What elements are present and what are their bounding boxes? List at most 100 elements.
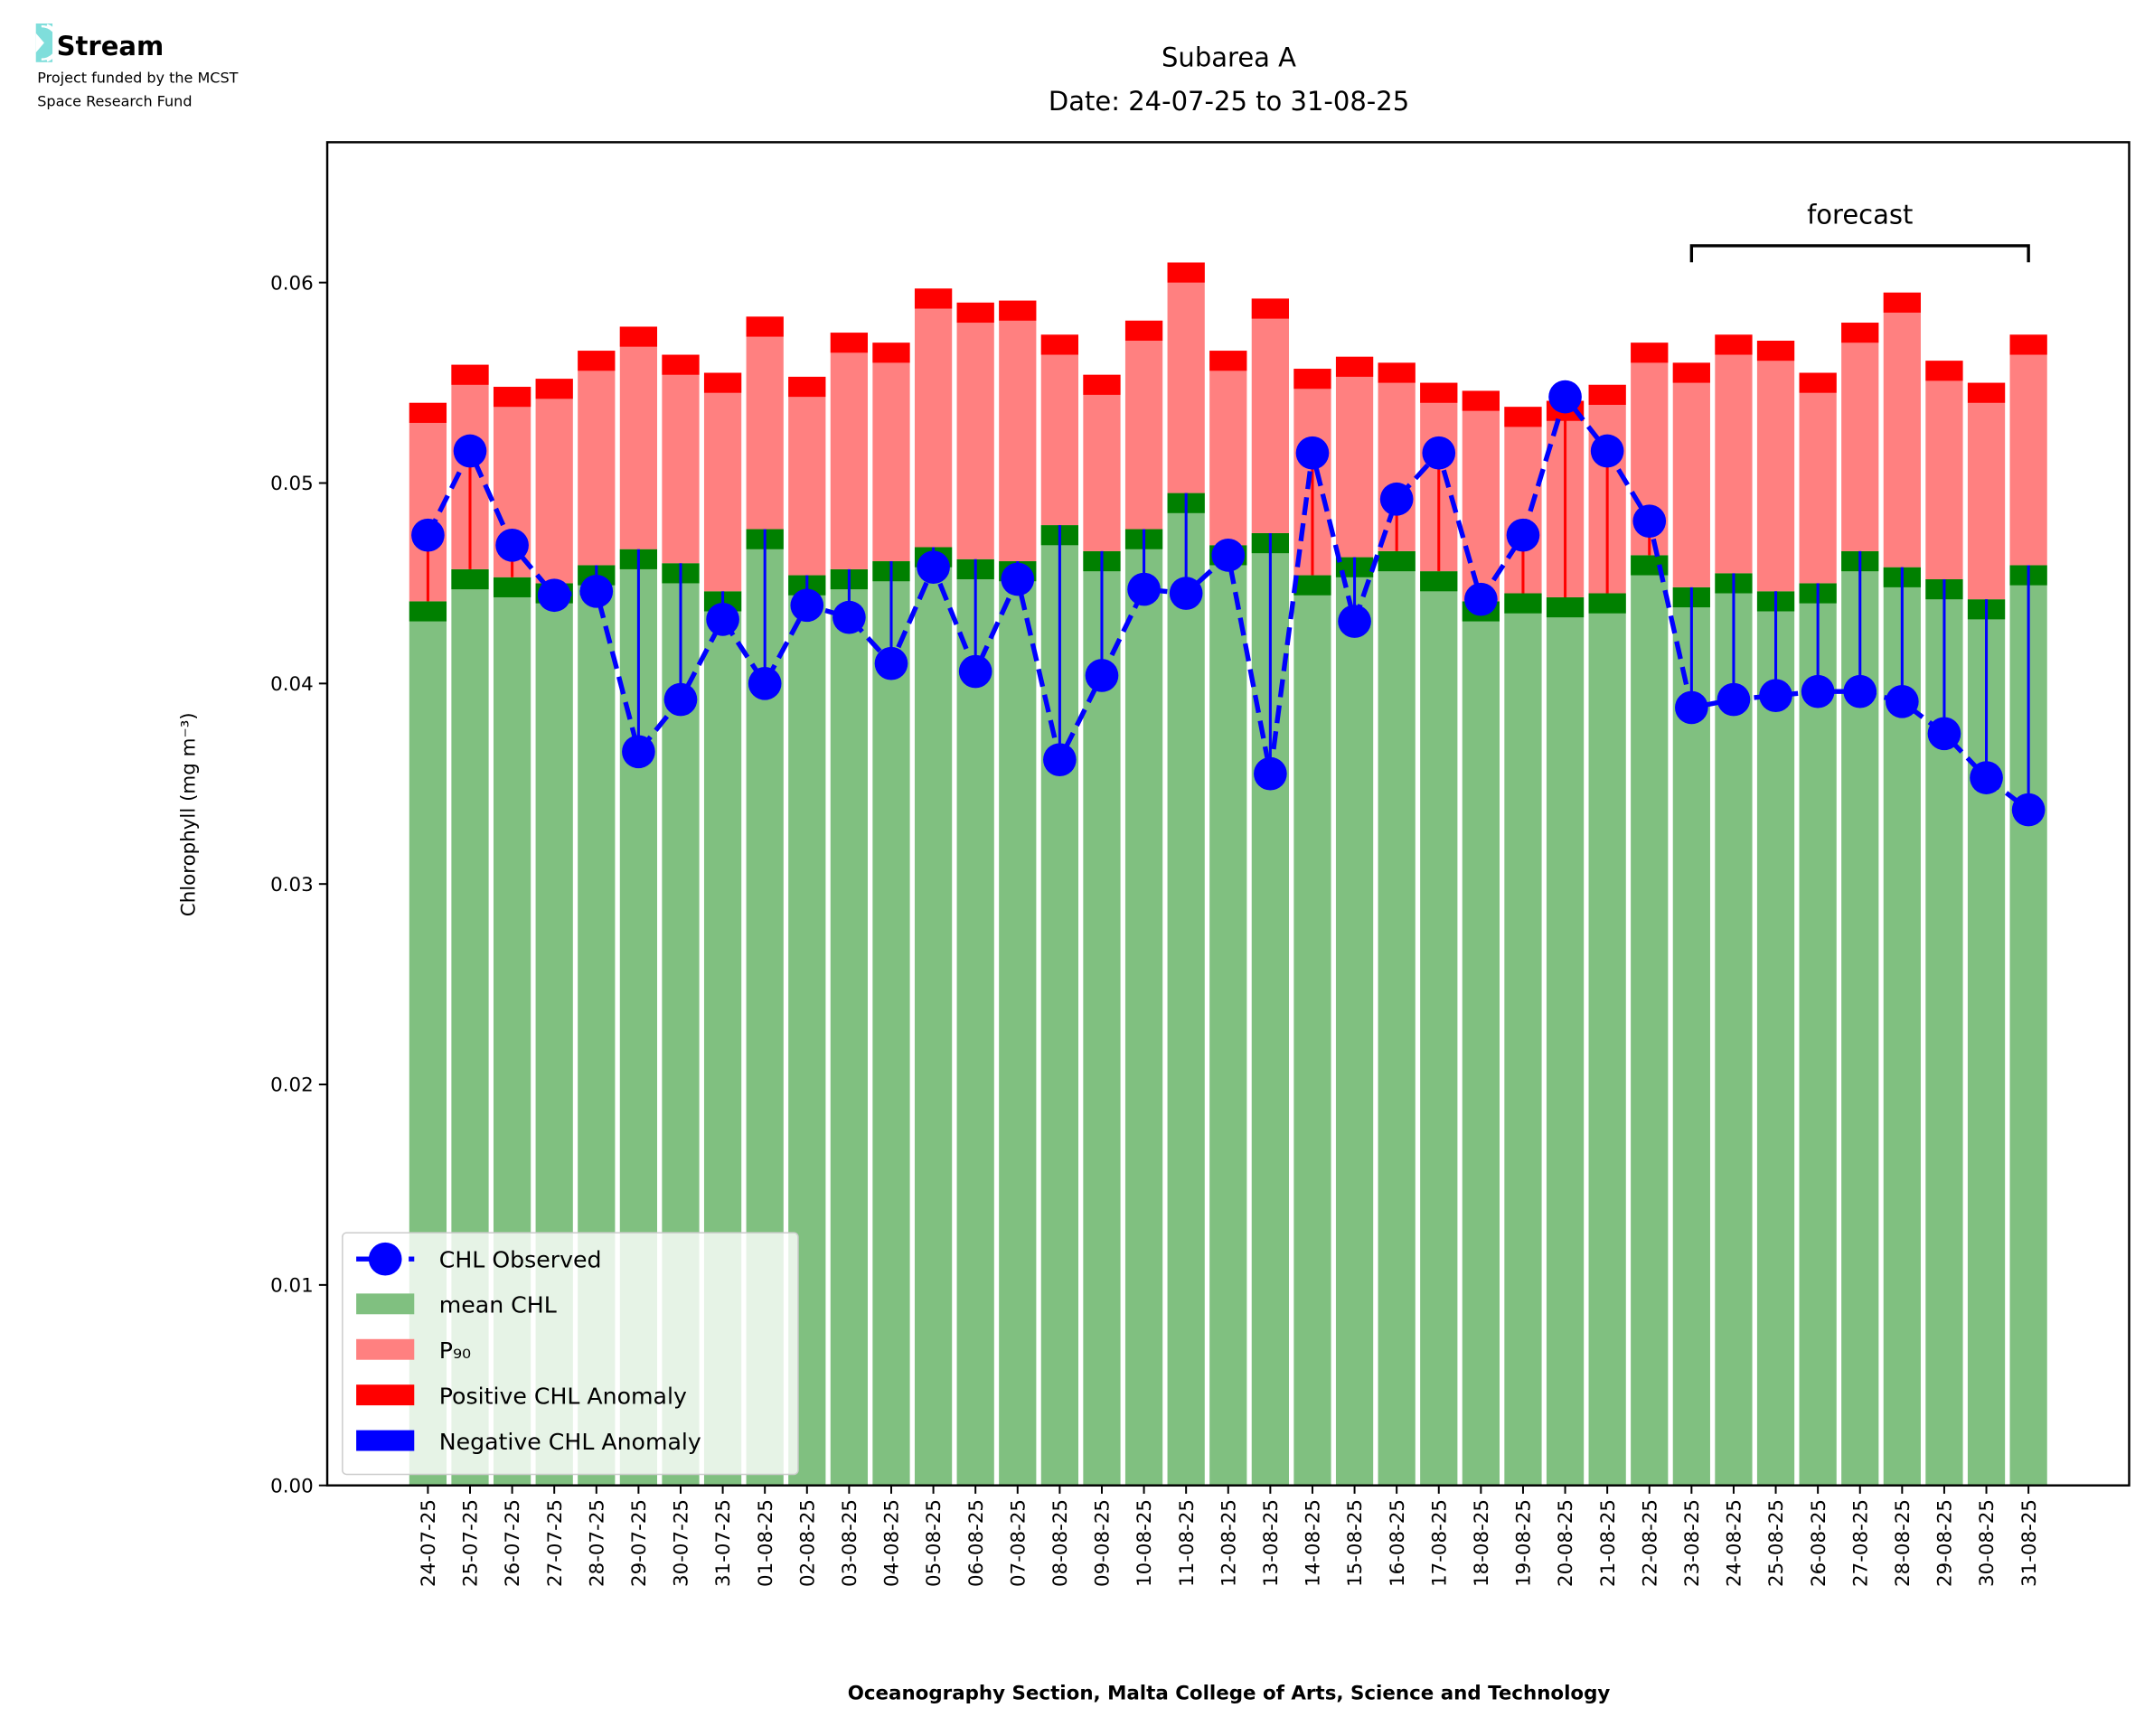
x-tick-label: 28-07-25 — [586, 1499, 608, 1587]
p90-band — [619, 326, 658, 347]
x-tick-label: 30-07-25 — [671, 1499, 693, 1587]
mean-bar — [956, 558, 994, 1486]
logo-name: Stream — [57, 31, 165, 61]
chart-subtitle: Date: 24-07-25 to 31-08-25 — [1049, 86, 1409, 117]
p90-bar — [2009, 334, 2047, 566]
p90-band — [1462, 390, 1500, 411]
mean-bar — [999, 561, 1037, 1486]
observed-point — [790, 588, 824, 623]
p90-band — [1083, 374, 1121, 395]
observed-point — [1295, 436, 1330, 470]
x-tick-label: 31-08-25 — [2018, 1499, 2041, 1587]
legend-swatch-icon — [356, 1338, 415, 1360]
stream-logo-icon — [35, 23, 61, 62]
p90-band — [1251, 298, 1289, 319]
mean-band — [493, 577, 531, 597]
p90-bar — [1167, 262, 1205, 493]
observed-point — [1632, 504, 1667, 538]
mean-bar — [1715, 573, 1753, 1486]
mean-band — [409, 601, 447, 622]
p90-band — [1883, 292, 1921, 313]
p90-bar — [619, 326, 658, 549]
p90-band — [956, 302, 994, 324]
p90-band — [914, 288, 953, 309]
p90-bar — [1335, 356, 1374, 558]
x-tick-label: 07-08-25 — [1007, 1499, 1030, 1587]
observed-point — [1801, 674, 1835, 708]
mean-bar — [1335, 557, 1374, 1486]
mean-bar — [872, 561, 910, 1486]
mean-bar — [914, 547, 953, 1486]
x-tick-label: 31-07-25 — [712, 1499, 735, 1587]
legend-marker-icon — [368, 1242, 402, 1276]
p90-band — [746, 316, 784, 337]
observed-point — [958, 654, 992, 689]
observed-point — [1254, 756, 1287, 791]
p90-bar — [746, 316, 784, 530]
observed-point — [1759, 679, 1792, 712]
x-tick-label: 03-08-25 — [839, 1499, 861, 1587]
mean-bar — [1293, 575, 1331, 1486]
legend-label: Negative CHL Anomaly — [439, 1429, 701, 1455]
observed-point — [1085, 659, 1119, 692]
y-tick-label: 0.00 — [270, 1475, 314, 1497]
legend-swatch-icon — [356, 1430, 415, 1451]
mean-bar — [1420, 571, 1458, 1486]
observed-point — [1843, 674, 1877, 708]
mean-bar — [1631, 555, 1669, 1486]
observed-point — [1590, 434, 1624, 468]
y-tick-label: 0.02 — [270, 1074, 314, 1097]
mean-bar — [1883, 567, 1921, 1486]
x-tick-label: 29-08-25 — [1934, 1499, 1957, 1587]
observed-point — [663, 682, 698, 717]
x-tick-label: 25-07-25 — [460, 1499, 483, 1587]
mean-bar — [1167, 493, 1205, 1486]
p90-bar — [1841, 323, 1879, 551]
legend-swatch-icon — [356, 1293, 415, 1315]
mean-band — [451, 568, 489, 590]
mean-band — [1420, 571, 1458, 592]
p90-bar — [1462, 390, 1500, 602]
p90-band — [1799, 372, 1837, 393]
observed-point — [748, 667, 782, 700]
x-tick-label: 30-08-25 — [1976, 1499, 1999, 1587]
x-tick-label: 20-08-25 — [1555, 1499, 1577, 1587]
x-tick-label: 16-08-25 — [1387, 1499, 1409, 1587]
p90-band — [409, 402, 447, 423]
observed-point — [1422, 436, 1456, 470]
observed-point — [917, 550, 950, 585]
x-tick-label: 28-08-25 — [1892, 1499, 1914, 1587]
observed-point — [1127, 572, 1161, 606]
x-tick-label: 17-08-25 — [1428, 1499, 1451, 1587]
x-tick-label: 05-08-25 — [923, 1499, 945, 1587]
p90-band — [493, 387, 531, 408]
p90-bar — [788, 376, 826, 576]
observed-point — [1379, 482, 1414, 516]
p90-bar — [1672, 362, 1710, 587]
y-tick-label: 0.06 — [270, 272, 314, 295]
x-tick-label: 24-08-25 — [1724, 1499, 1746, 1587]
forecast-label: forecast — [1807, 200, 1913, 230]
x-tick-label: 25-08-25 — [1765, 1499, 1788, 1587]
x-tick-label: 09-08-25 — [1092, 1499, 1115, 1587]
p90-band — [1040, 334, 1078, 355]
x-axis: 24-07-25 25-07-25 26-07-25 27-07-25 28-07-25… — [418, 1485, 2041, 1587]
p90-bar — [1883, 292, 1921, 568]
mean-bar — [1756, 591, 1795, 1486]
observed-point — [1927, 717, 1961, 751]
p90-bar — [535, 379, 573, 584]
x-tick-label: 02-08-25 — [796, 1499, 819, 1587]
x-tick-label: 24-07-25 — [418, 1499, 440, 1587]
x-tick-label: 13-08-25 — [1260, 1499, 1283, 1587]
logo-line2: Space Research Fund — [37, 93, 192, 110]
p90-band — [703, 372, 742, 393]
y-tick-label: 0.03 — [270, 874, 314, 896]
x-tick-label: 26-07-25 — [502, 1499, 524, 1587]
x-tick-label: 21-08-25 — [1597, 1499, 1620, 1587]
mean-band — [1504, 593, 1542, 614]
p90-bar — [830, 333, 869, 569]
x-tick-label: 22-08-25 — [1639, 1499, 1661, 1587]
p90-bar — [1209, 351, 1247, 546]
p90-band — [1967, 382, 2006, 403]
observed-point — [832, 600, 866, 634]
